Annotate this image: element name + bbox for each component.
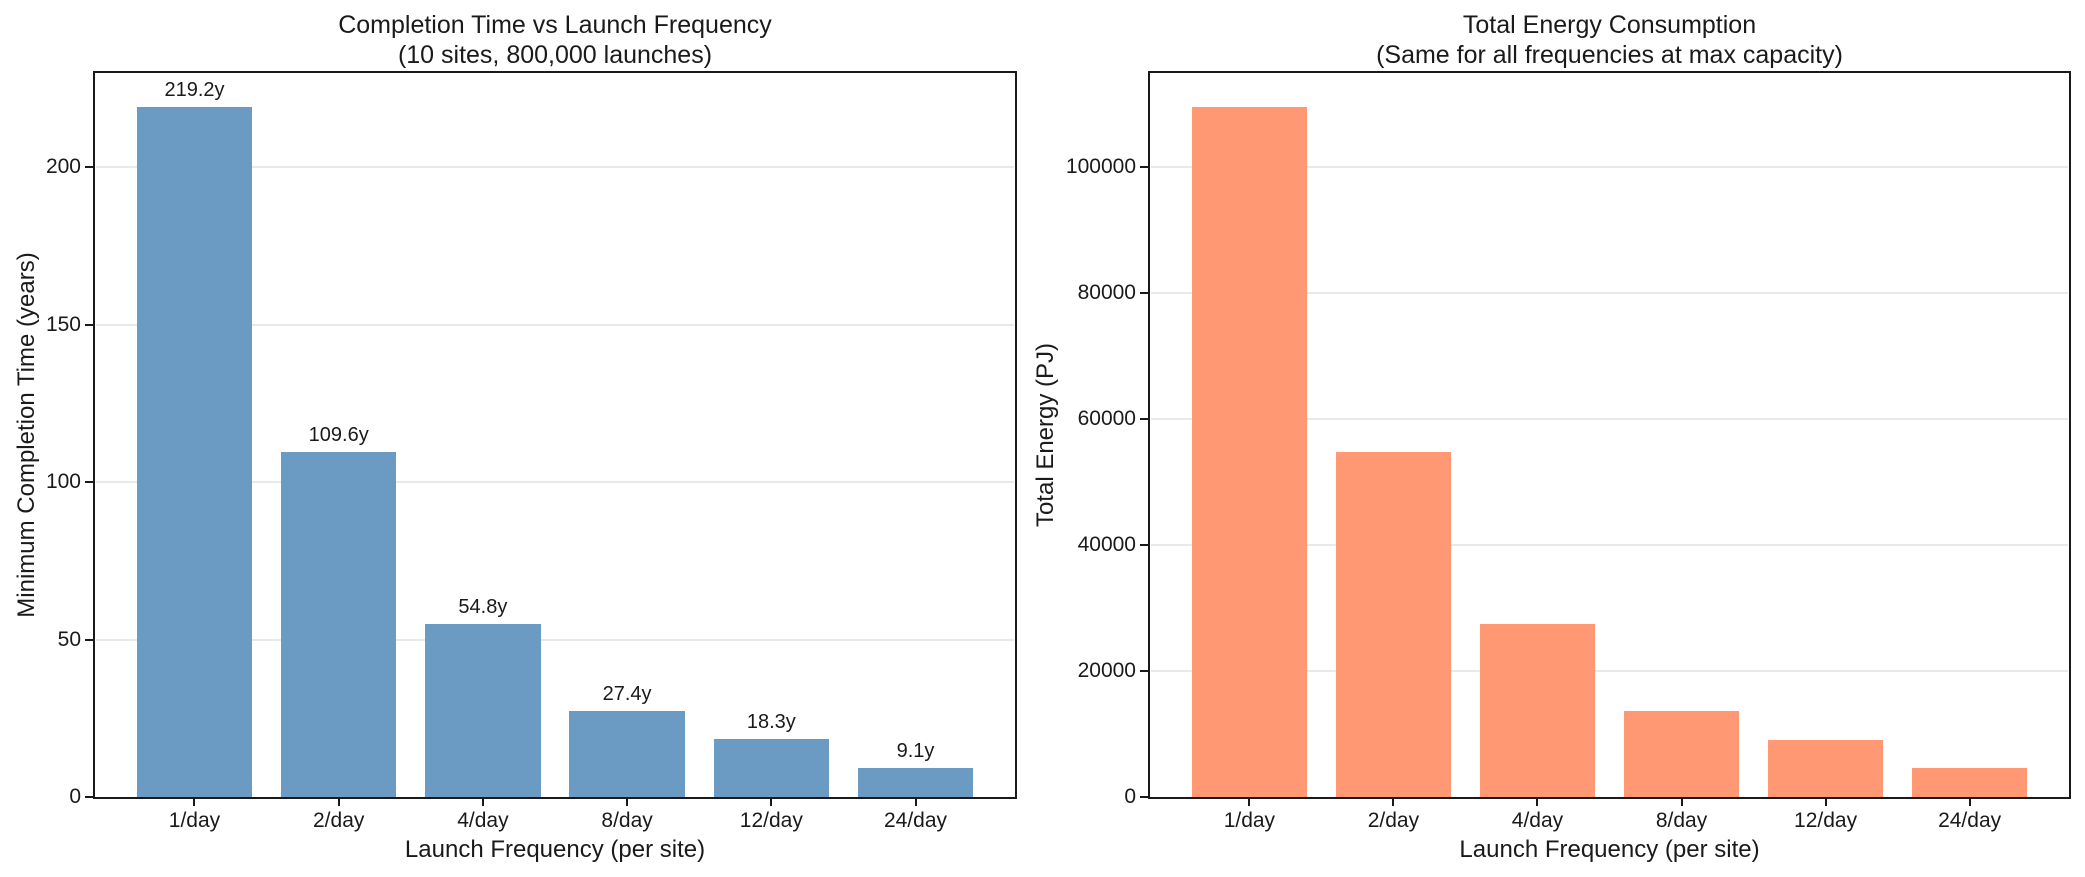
bar-value-label: 219.2y <box>164 78 225 101</box>
ytick-label: 50 <box>57 627 81 651</box>
bar <box>1623 710 1740 797</box>
y-tick-mark <box>1140 418 1148 421</box>
bar <box>569 710 685 797</box>
gridline <box>96 638 1014 641</box>
x-tick-mark <box>626 799 629 806</box>
y-tick-mark <box>85 796 93 798</box>
chart-subtitle: (Same for all frequencies at max capacit… <box>1376 41 1843 69</box>
gridline <box>1151 166 2068 169</box>
bar <box>281 451 397 797</box>
bar-value-label: 54.8y <box>458 596 508 619</box>
y-tick-mark <box>1140 670 1148 673</box>
ytick-label: 20000 <box>1077 659 1136 683</box>
xtick-label: 12/day <box>1794 809 1858 832</box>
ytick-label: 60000 <box>1077 407 1136 431</box>
x-tick-mark <box>1824 799 1827 806</box>
bar <box>713 739 829 797</box>
x-tick-mark <box>770 799 773 806</box>
ytick-label: 150 <box>45 312 81 336</box>
xtick-label: 2/day <box>1367 809 1420 832</box>
y-tick-mark <box>85 323 93 326</box>
x-tick-mark <box>1680 799 1683 806</box>
bar-value-label: 109.6y <box>308 423 369 446</box>
x-tick-mark <box>193 799 196 806</box>
chart-title-block: Completion Time vs Launch Frequency (10 s… <box>105 10 1005 70</box>
xtick-label: 12/day <box>739 809 803 832</box>
xtick-label: 8/day <box>1655 809 1708 832</box>
bar <box>136 106 253 797</box>
ytick-label: 100 <box>45 470 81 494</box>
ytick-label: 0 <box>69 785 81 808</box>
chart-title: Total Energy Consumption <box>1462 11 1757 39</box>
gridline <box>1151 418 2068 421</box>
gridline <box>1151 670 2068 673</box>
y-tick-mark <box>1140 544 1148 547</box>
bar <box>857 768 974 797</box>
ytick-label: 0 <box>1124 785 1136 808</box>
bar <box>1911 768 2028 797</box>
gridline <box>96 481 1014 484</box>
x-axis-label: Launch Frequency (per site) <box>1459 836 1760 863</box>
xtick-label: 24/day <box>883 809 948 832</box>
ytick-label: 80000 <box>1077 281 1136 305</box>
y-axis-label: Total Energy (PJ) <box>1032 342 1059 528</box>
x-tick-mark <box>1248 799 1251 806</box>
ytick-label: 100000 <box>1065 155 1136 179</box>
bar <box>425 624 541 797</box>
x-tick-mark <box>481 799 484 806</box>
x-tick-mark <box>1968 799 1971 806</box>
bar <box>1479 624 1596 797</box>
y-tick-mark <box>1140 796 1148 798</box>
y-tick-mark <box>1140 292 1148 295</box>
y-tick-mark <box>1140 166 1148 169</box>
xtick-label: 4/day <box>457 809 509 832</box>
ytick-label: 40000 <box>1077 533 1136 557</box>
bar-value-label: 27.4y <box>602 682 652 705</box>
bar-value-label: 9.1y <box>896 740 935 763</box>
bar-value-label: 18.3y <box>746 711 796 734</box>
xtick-label: 8/day <box>601 809 653 832</box>
ytick-label: 200 <box>45 155 81 179</box>
x-tick-mark <box>914 799 917 806</box>
xtick-label: 24/day <box>1938 809 2002 832</box>
gridline <box>96 323 1014 326</box>
xtick-label: 1/day <box>1223 809 1276 832</box>
gridline <box>1151 544 2068 547</box>
xtick-label: 1/day <box>168 809 221 832</box>
xtick-label: 2/day <box>313 809 365 832</box>
y-tick-mark <box>85 638 93 641</box>
y-tick-mark <box>85 166 93 169</box>
x-tick-mark <box>1392 799 1395 806</box>
x-tick-mark <box>1536 799 1539 806</box>
gridline <box>96 166 1014 169</box>
chart-title: Completion Time vs Launch Frequency <box>338 11 772 39</box>
chart-subtitle: (10 sites, 800,000 launches) <box>397 41 713 69</box>
xtick-label: 4/day <box>1511 809 1564 832</box>
bar <box>1335 451 1452 797</box>
bar <box>1191 106 1307 797</box>
chart-title-block: Total Energy Consumption (Same for all fr… <box>1160 10 2060 70</box>
x-axis-label: Launch Frequency (per site) <box>404 836 706 863</box>
bar <box>1767 739 1884 797</box>
y-tick-mark <box>85 481 93 484</box>
gridline <box>1151 292 2068 295</box>
x-tick-mark <box>337 799 340 806</box>
